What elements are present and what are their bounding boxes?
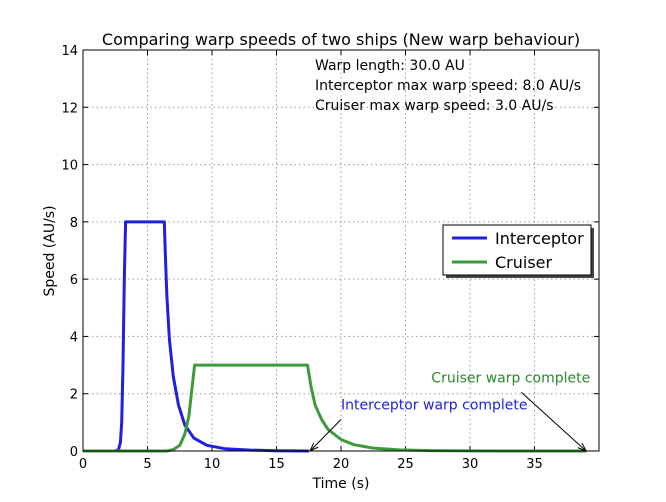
info-line: Warp length: 30.0 AU bbox=[315, 58, 465, 74]
y-axis-label: Speed (AU/s) bbox=[42, 205, 58, 296]
legend-label: Cruiser bbox=[495, 253, 553, 272]
y-tick-label: 14 bbox=[61, 44, 78, 59]
y-tick-label: 12 bbox=[61, 101, 78, 116]
annotation-text: Cruiser warp complete bbox=[431, 370, 590, 386]
annotation-arrow bbox=[309, 419, 342, 452]
x-tick-label: 35 bbox=[526, 457, 543, 472]
axis-ticks: 0 5 10 15 20 25 30 35 0 2 4 6 8 10 12 14 bbox=[61, 44, 599, 472]
y-tick-label: 4 bbox=[70, 330, 78, 345]
annotations: Interceptor warp complete Cruiser warp co… bbox=[309, 370, 590, 453]
info-line: Cruiser max warp speed: 3.0 AU/s bbox=[315, 98, 554, 114]
annotation-arrowhead bbox=[309, 442, 319, 453]
series-line-cruiser bbox=[83, 363, 587, 453]
series-lines bbox=[83, 220, 587, 453]
x-tick-label: 25 bbox=[397, 457, 414, 472]
x-tick-label: 20 bbox=[333, 457, 350, 472]
x-tick-label: 10 bbox=[204, 457, 221, 472]
x-tick-label: 0 bbox=[79, 457, 87, 472]
x-tick-label: 30 bbox=[462, 457, 479, 472]
annotation-text: Interceptor warp complete bbox=[341, 397, 528, 413]
info-block: Warp length: 30.0 AU Interceptor max warp… bbox=[315, 58, 581, 114]
info-line: Interceptor max warp speed: 8.0 AU/s bbox=[315, 78, 581, 94]
x-tick-label: 15 bbox=[268, 457, 285, 472]
plot-frame bbox=[82, 49, 600, 452]
y-tick-label: 2 bbox=[70, 388, 78, 403]
legend: Interceptor Cruiser bbox=[442, 224, 594, 278]
y-tick-label: 8 bbox=[70, 216, 78, 231]
y-tick-label: 0 bbox=[70, 445, 78, 460]
legend-label: Interceptor bbox=[495, 229, 584, 248]
y-tick-label: 10 bbox=[61, 159, 78, 174]
legend-box bbox=[442, 224, 592, 276]
annotation-arrowhead bbox=[577, 442, 588, 452]
x-tick-label: 5 bbox=[143, 457, 151, 472]
chart-title: Comparing warp speeds of two ships (New … bbox=[102, 30, 580, 49]
series-line-interceptor bbox=[83, 220, 309, 453]
y-tick-label: 6 bbox=[70, 273, 78, 288]
annotation-arrow bbox=[520, 391, 587, 452]
x-axis-label: Time (s) bbox=[312, 476, 370, 492]
